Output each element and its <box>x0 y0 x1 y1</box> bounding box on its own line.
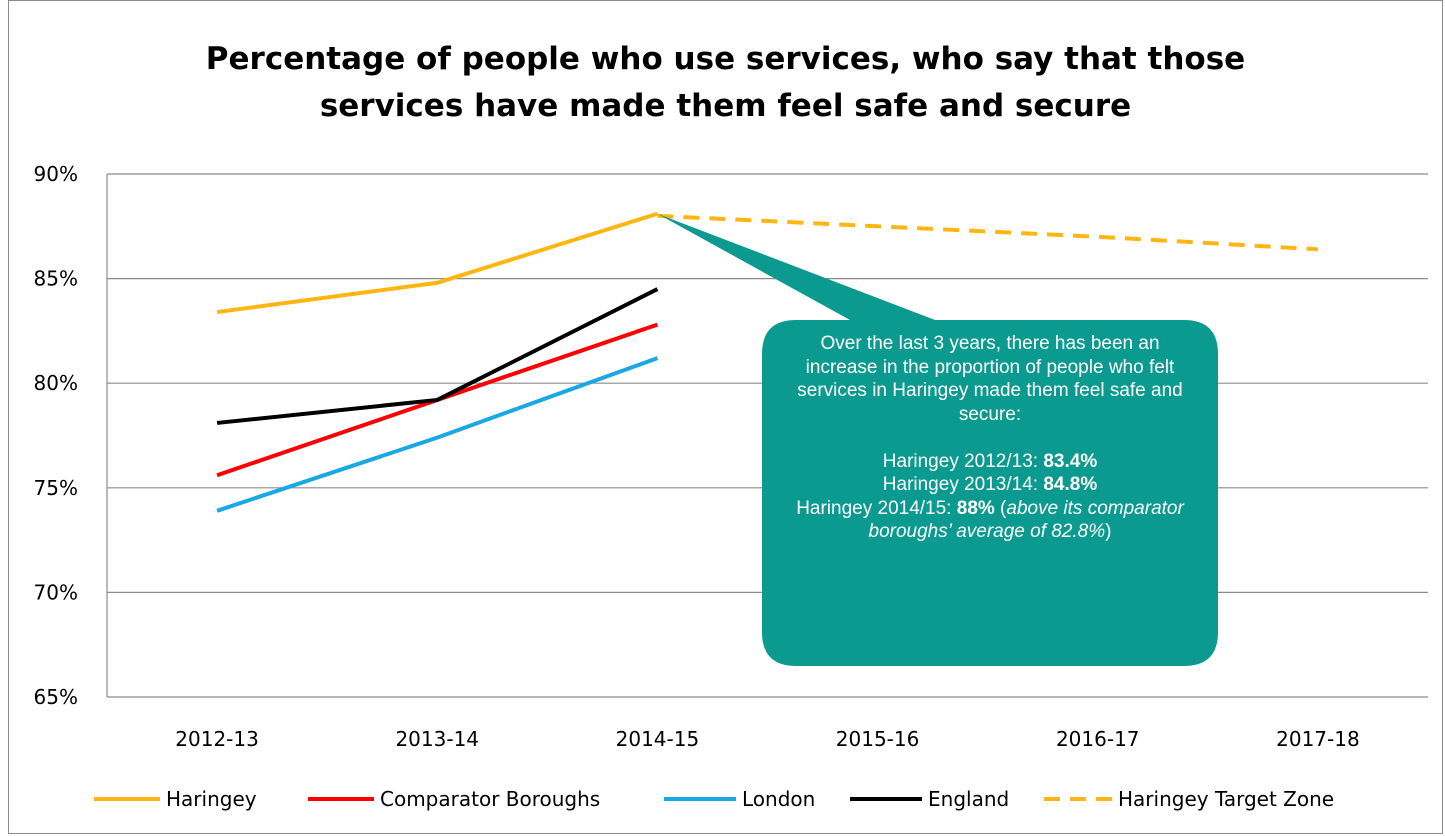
legend-item: Haringey Target Zone <box>1044 787 1334 811</box>
legend-label: England <box>928 787 1009 811</box>
y-tick-label: 85% <box>34 267 78 291</box>
annotation-label-2013: Haringey 2013/14: <box>882 474 1044 495</box>
x-tick-label: 2017-18 <box>1276 727 1360 751</box>
y-tick-label: 90% <box>34 162 78 186</box>
x-tick-label: 2012-13 <box>175 727 259 751</box>
x-axis-ticks: 2012-13 2013-14 2014-15 2015-16 2016-17 2017-… <box>175 727 1359 751</box>
y-tick-label: 80% <box>34 371 78 395</box>
annotation-line-2012: Haringey 2012/13: 83.4% <box>788 450 1192 474</box>
y-tick-label: 65% <box>34 685 78 709</box>
legend-label: Comparator Boroughs <box>380 787 600 811</box>
annotation-line-2013: Haringey 2013/14: 84.8% <box>788 473 1192 497</box>
legend-label: Haringey Target Zone <box>1118 787 1334 811</box>
series-line <box>216 287 659 425</box>
legend: Haringey Comparator Boroughs London England… <box>94 787 1334 811</box>
annotation-line-2014: Haringey 2014/15: 88% (above its compara… <box>788 497 1192 544</box>
legend-label: Haringey <box>166 787 257 811</box>
legend-label: London <box>742 787 815 811</box>
series-lines <box>216 211 1319 513</box>
x-tick-label: 2014-15 <box>616 727 700 751</box>
series-line <box>216 356 659 513</box>
series-line <box>216 211 659 315</box>
x-tick-label: 2016-17 <box>1056 727 1140 751</box>
y-tick-label: 70% <box>34 580 78 604</box>
annotation-paren-close: ) <box>1105 521 1112 542</box>
x-tick-label: 2013-14 <box>395 727 479 751</box>
annotation-value-2012: 83.4% <box>1043 450 1098 472</box>
series-line <box>657 213 1319 252</box>
annotation-value-2013: 84.8% <box>1043 474 1098 495</box>
annotation-callout-shape <box>657 213 1218 667</box>
annotation-paren-open: ( <box>994 497 1007 519</box>
chart-title-line-2: services have made them feel safe and se… <box>319 88 1132 124</box>
chart-title-line-1: Percentage of people who use services, w… <box>205 41 1246 77</box>
annotation-label-2012: Haringey 2012/13: <box>882 450 1044 472</box>
legend-item: England <box>850 787 1009 811</box>
legend-item: Comparator Boroughs <box>308 787 600 811</box>
y-axis-ticks: 90% 85% 80% 75% 70% 65% <box>34 162 78 709</box>
legend-item: London <box>664 787 815 811</box>
legend-item: Haringey <box>94 787 257 811</box>
x-tick-label: 2015-16 <box>836 727 920 751</box>
y-tick-label: 75% <box>34 476 78 500</box>
annotation-comparison-note: above its comparator boroughs’ average o… <box>868 497 1184 543</box>
chart-title: Percentage of people who use services, w… <box>8 36 1443 130</box>
annotation-value-2014: 88% <box>956 497 995 519</box>
annotation-callout: Over the last 3 years, there has been an… <box>762 320 1218 666</box>
annotation-label-2014: Haringey 2014/15: <box>796 497 957 519</box>
annotation-intro: Over the last 3 years, there has been an… <box>797 333 1183 425</box>
